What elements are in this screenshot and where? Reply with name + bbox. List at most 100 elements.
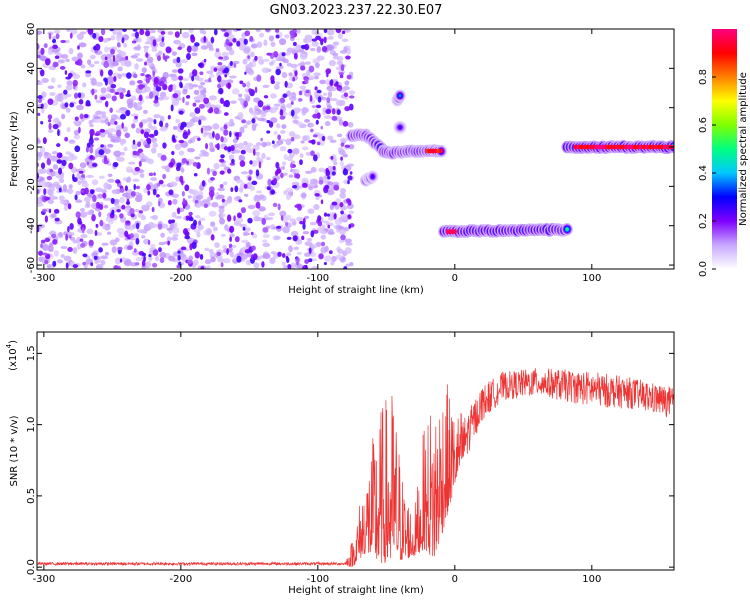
noise-speckle: [284, 34, 290, 39]
noise-speckle: [206, 41, 212, 49]
noise-speckle: [219, 183, 224, 189]
noise-speckle: [197, 137, 201, 141]
noise-speckle: [52, 117, 60, 124]
noise-speckle: [326, 104, 332, 110]
noise-speckle: [145, 52, 149, 58]
noise-speckle: [299, 220, 304, 225]
noise-speckle: [140, 129, 145, 135]
noise-speckle: [116, 34, 121, 42]
noise-speckle: [230, 187, 234, 192]
noise-speckle: [275, 123, 281, 129]
noise-speckle: [200, 127, 204, 134]
noise-speckle: [56, 159, 63, 164]
noise-speckle: [63, 255, 72, 262]
noise-speckle: [47, 189, 54, 196]
noise-speckle: [157, 152, 163, 158]
noise-speckle: [199, 71, 204, 76]
noise-speckle: [116, 208, 121, 213]
noise-speckle: [301, 146, 309, 151]
noise-speckle: [107, 231, 112, 235]
noise-speckle: [89, 54, 96, 60]
noise-speckle: [103, 159, 109, 165]
colorbar: 0.0 0.2 0.4 0.6 0.8 Normalized spectral ampl…: [698, 29, 749, 277]
noise-speckle: [310, 230, 315, 238]
noise-speckle: [349, 95, 355, 99]
noise-speckle: [282, 93, 288, 98]
noise-speckle: [310, 150, 315, 157]
noise-speckle: [167, 31, 174, 36]
noise-speckle: [113, 75, 117, 83]
noise-speckle: [114, 60, 119, 66]
noise-speckle: [266, 120, 271, 124]
noise-speckle: [98, 247, 103, 253]
noise-speckle: [245, 120, 252, 125]
noise-speckle: [229, 130, 232, 138]
noise-speckle: [326, 189, 335, 196]
noise-speckle: [60, 245, 68, 250]
noise-speckle: [198, 119, 202, 126]
noise-speckle: [223, 124, 228, 130]
noise-speckle: [159, 120, 163, 127]
snr-exponent-close: ): [8, 340, 19, 344]
noise-speckle: [131, 123, 136, 129]
noise-speckle: [37, 139, 41, 143]
noise-speckle: [280, 166, 286, 170]
noise-speckle: [182, 131, 189, 140]
x-tick-label: 0: [452, 273, 458, 284]
noise-speckle: [160, 232, 165, 238]
noise-speckle: [315, 196, 320, 201]
noise-speckle: [119, 213, 124, 219]
noise-speckle: [344, 238, 352, 243]
noise-speckle: [87, 29, 94, 35]
noise-speckle: [147, 117, 154, 123]
noise-speckle: [121, 204, 126, 210]
noise-speckle: [114, 237, 120, 243]
noise-speckle: [231, 159, 235, 164]
noise-speckle: [250, 43, 258, 49]
noise-speckle: [292, 41, 297, 47]
noise-speckle: [206, 265, 211, 269]
noise-speckle: [337, 87, 342, 92]
noise-speckle: [41, 208, 48, 213]
noise-speckle: [267, 178, 272, 187]
noise-speckle: [89, 63, 95, 68]
noise-speckle: [229, 162, 236, 166]
noise-speckle: [135, 58, 144, 62]
noise-speckle: [142, 205, 148, 212]
noise-speckle: [314, 30, 320, 35]
noise-speckle: [167, 240, 170, 246]
noise-speckle: [84, 187, 89, 195]
noise-speckle: [302, 230, 310, 235]
noise-speckle: [262, 227, 269, 233]
noise-speckle: [219, 170, 225, 175]
noise-speckle: [79, 238, 84, 242]
noise-speckle: [331, 115, 338, 121]
noise-speckle: [208, 248, 214, 254]
noise-speckle: [253, 215, 260, 222]
noise-speckle: [304, 241, 313, 246]
noise-speckle: [281, 261, 286, 266]
noise-speckle: [62, 184, 67, 192]
noise-speckle: [251, 233, 258, 239]
noise-speckle: [220, 29, 227, 32]
noise-speckle: [304, 118, 311, 123]
noise-speckle: [343, 29, 351, 33]
noise-speckle: [328, 250, 333, 255]
noise-speckle: [100, 259, 106, 266]
noise-speckle: [129, 233, 134, 239]
noise-speckle: [186, 53, 191, 61]
noise-speckle: [329, 139, 337, 144]
noise-speckle: [37, 172, 40, 180]
noise-speckle: [338, 119, 344, 126]
noise-speckle: [270, 41, 276, 47]
noise-speckle: [64, 70, 68, 75]
noise-speckle: [312, 154, 318, 162]
noise-speckle: [255, 169, 260, 177]
noise-speckle: [72, 173, 75, 181]
noise-speckle: [72, 247, 78, 254]
noise-speckle: [240, 253, 249, 260]
noise-speckle: [43, 43, 48, 49]
snr-panel: -300 -200 -100 0 100 0.0 0.5 1.0 1.5 Height of …: [5, 331, 675, 596]
noise-speckle: [158, 241, 166, 246]
